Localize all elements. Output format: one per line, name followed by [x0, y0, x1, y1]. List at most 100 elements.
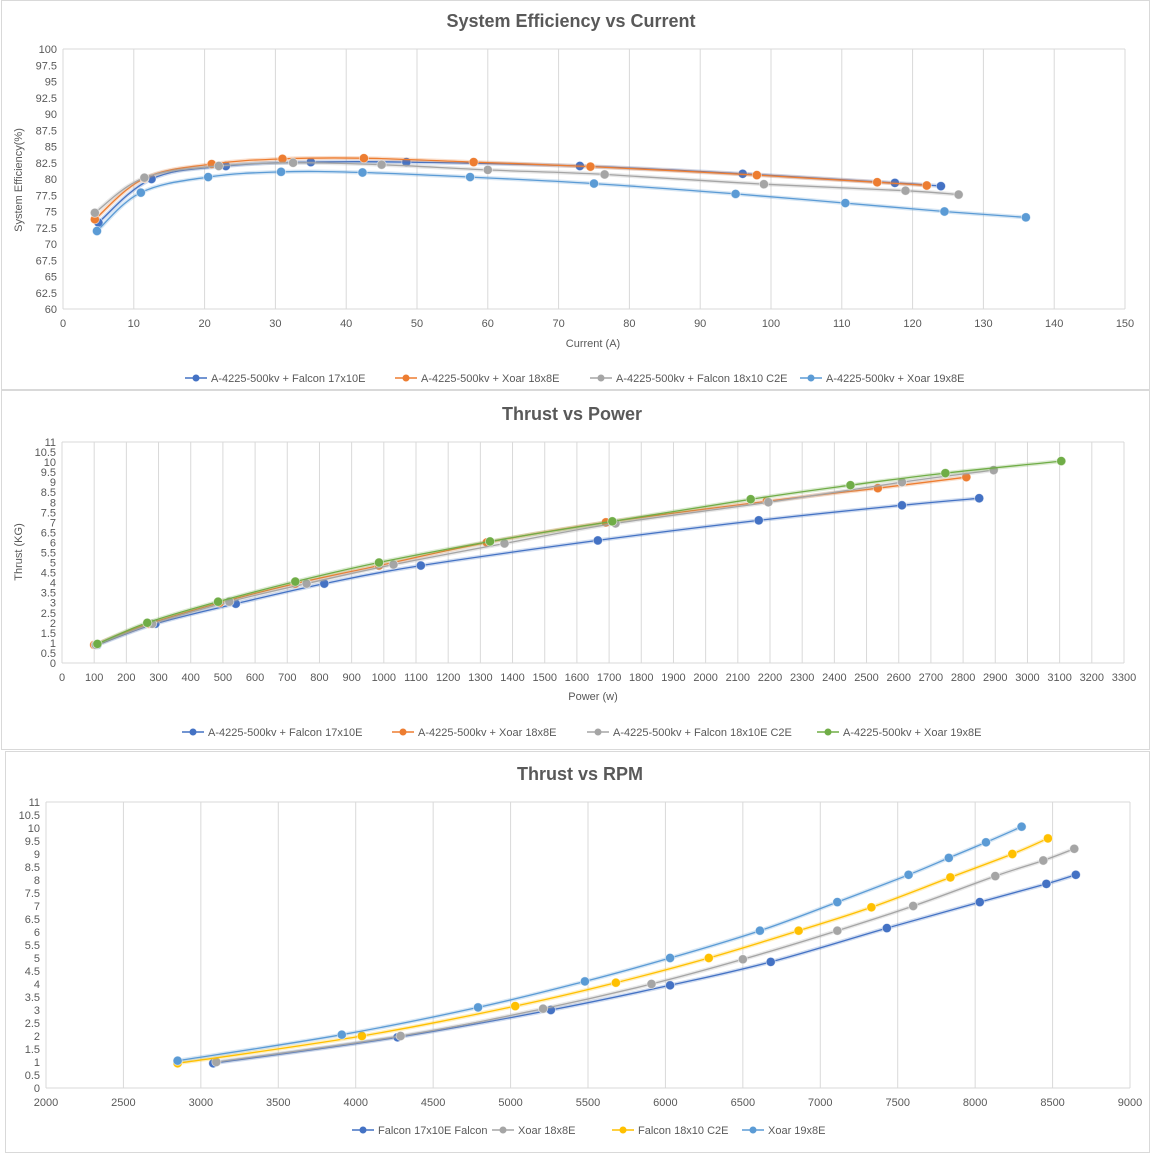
y-tick-label: 4	[34, 979, 40, 991]
data-point	[1041, 878, 1052, 889]
x-tick-label: 5000	[498, 1097, 522, 1109]
x-tick-label: 1200	[436, 672, 460, 684]
y-tick-label: 8	[50, 497, 56, 509]
legend-label: A-4225-500kv + Xoar 18x8E	[418, 727, 557, 739]
data-point	[881, 923, 892, 934]
x-tick-label: 130	[974, 318, 992, 330]
legend-label: A-4225-500kv + Falcon 18x10E C2E	[613, 727, 792, 739]
y-tick-label: 65	[45, 272, 57, 284]
series-line-halo	[96, 459, 1062, 646]
data-point	[903, 869, 914, 880]
x-tick-label: 400	[182, 672, 200, 684]
y-tick-label: 5	[50, 558, 56, 570]
data-point	[896, 500, 907, 511]
data-point	[939, 206, 950, 217]
data-point	[510, 1001, 521, 1012]
data-point	[203, 172, 214, 183]
y-tick-label: 10	[44, 457, 56, 469]
x-tick-label: 150	[1116, 318, 1134, 330]
data-point	[1070, 869, 1081, 880]
series-3	[89, 157, 964, 218]
x-tick-label: 900	[342, 672, 360, 684]
x-tick-label: 800	[310, 672, 328, 684]
data-point	[990, 871, 1001, 882]
y-tick-label: 9	[50, 477, 56, 489]
data-point	[142, 617, 153, 628]
y-tick-label: 1	[50, 638, 56, 650]
legend-entry: A-4225-500kv + Xoar 18x8E	[395, 373, 560, 385]
x-tick-label: 6000	[653, 1097, 677, 1109]
x-tick-label: 2600	[886, 672, 910, 684]
x-tick-label: 70	[552, 318, 564, 330]
data-point	[763, 497, 774, 508]
x-tick-label: 0	[59, 672, 65, 684]
y-tick-label: 2.5	[25, 1018, 40, 1030]
x-axis-label: Power (w)	[568, 691, 618, 703]
legend-label: A-4225-500kv + Falcon 17x10E	[211, 373, 365, 385]
data-point	[872, 177, 883, 188]
x-tick-label: 2300	[790, 672, 814, 684]
x-tick-label: 4500	[421, 1097, 445, 1109]
x-tick-label: 700	[278, 672, 296, 684]
y-tick-label: 2	[50, 618, 56, 630]
x-axis-label: Current (A)	[566, 338, 620, 350]
thrust-vs-power-chart: Thrust vs Power Power (w) Thrust (KG) 0 1…	[13, 404, 1136, 739]
series-2	[89, 472, 972, 650]
data-point	[908, 900, 919, 911]
x-tick-label: 600	[246, 672, 264, 684]
y-tick-label: 9.5	[25, 836, 40, 848]
data-point	[585, 161, 596, 172]
data-point	[1007, 849, 1018, 860]
x-tick-label: 1100	[404, 672, 428, 684]
y-tick-label: 10.5	[35, 447, 56, 459]
x-tick-label: 3500	[266, 1097, 290, 1109]
y-tick-label: 11	[29, 797, 40, 809]
x-tick-label: 30	[269, 318, 281, 330]
x-tick-label: 6500	[731, 1097, 755, 1109]
data-point	[92, 638, 103, 649]
data-point	[139, 172, 150, 183]
y-tick-label: 1	[34, 1057, 40, 1069]
x-tick-label: 2000	[693, 672, 717, 684]
y-tick-label: 82.5	[36, 158, 57, 170]
y-tick-label: 7	[34, 901, 40, 913]
series-line-halo	[93, 475, 967, 647]
y-tick-label: 11	[45, 437, 56, 449]
y-tick-label: 75	[45, 207, 57, 219]
y-tick-label: 4.5	[25, 966, 40, 978]
data-point	[832, 897, 843, 908]
legend-label: A-4225-500kv + Falcon 18x10 C2E	[616, 373, 788, 385]
data-point	[485, 536, 496, 547]
legend-marker	[807, 374, 815, 382]
data-point	[961, 472, 972, 483]
chart-3-border	[5, 751, 1150, 1153]
y-tick-label: 9	[34, 849, 40, 861]
y-tick-label: 0.5	[25, 1070, 40, 1082]
data-point	[607, 516, 618, 527]
x-tick-label: 3000	[189, 1097, 213, 1109]
x-tick-label: 8000	[963, 1097, 987, 1109]
data-point	[288, 157, 299, 168]
chart-title: Thrust vs RPM	[517, 764, 643, 784]
x-tick-label: 2100	[726, 672, 750, 684]
y-tick-label: 4	[50, 578, 56, 590]
data-point	[1042, 833, 1053, 844]
x-tick-label: 3300	[1112, 672, 1136, 684]
data-point	[610, 977, 621, 988]
series-1	[92, 493, 985, 650]
x-tick-label: 140	[1045, 318, 1063, 330]
legend-marker	[359, 1126, 367, 1134]
y-tick-label: 2.5	[41, 608, 56, 620]
data-point	[980, 837, 991, 848]
data-point	[832, 925, 843, 936]
data-point	[1038, 855, 1049, 866]
series-4	[91, 166, 1031, 236]
legend-label: A-4225-500kv + Xoar 18x8E	[421, 373, 560, 385]
x-tick-label: 2400	[822, 672, 846, 684]
legend-entry: A-4225-500kv + Falcon 17x10E	[185, 373, 365, 385]
thrust-vs-rpm-chart: Thrust vs RPM 2000 2500 3000 3500 4000 4500 50…	[19, 764, 1143, 1137]
y-tick-label: 100	[39, 44, 57, 56]
legend-marker	[499, 1126, 507, 1134]
x-tick-label: 5500	[576, 1097, 600, 1109]
legend-label: A-4225-500kv + Xoar 19x8E	[826, 373, 965, 385]
